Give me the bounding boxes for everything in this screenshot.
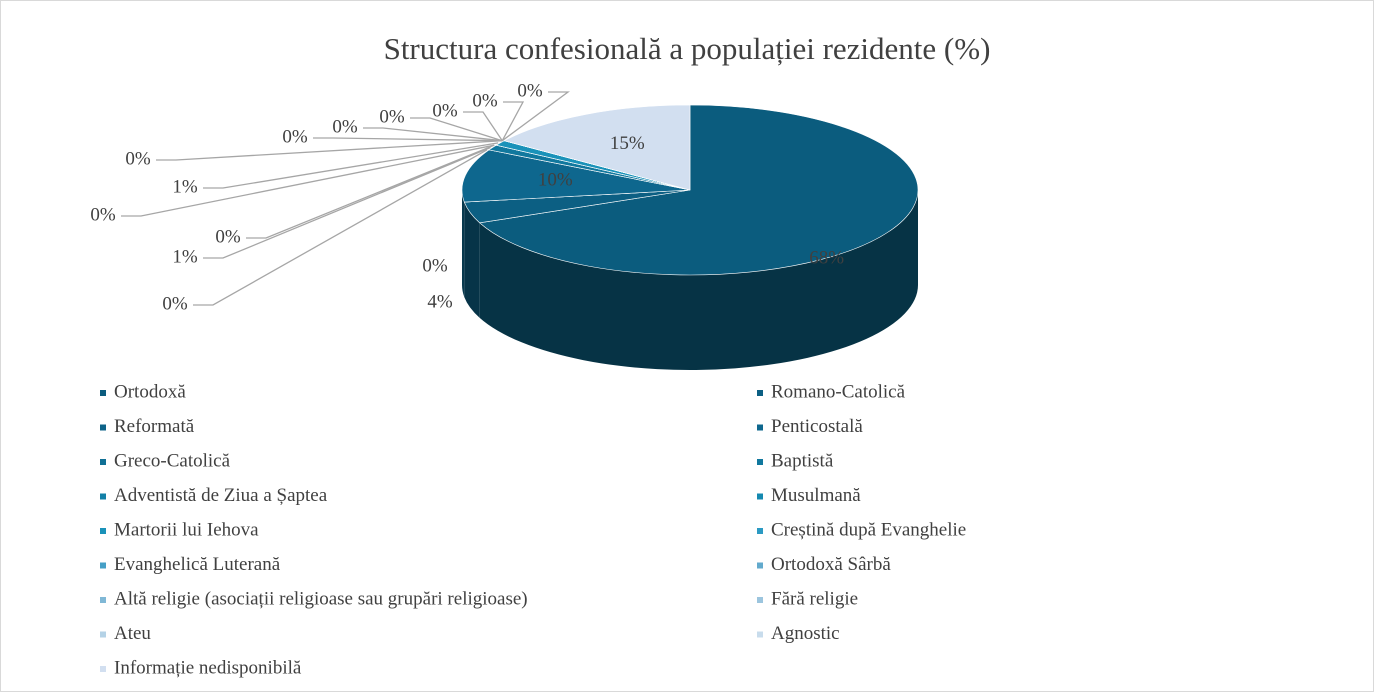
leader-line xyxy=(410,117,503,142)
legend-label: Baptistă xyxy=(771,450,834,471)
data-label: 0% xyxy=(517,80,543,101)
legend-marker xyxy=(757,390,763,396)
legend-label: Martorii lui Iehova xyxy=(114,519,259,540)
legend-marker xyxy=(757,562,763,569)
legend-marker xyxy=(100,390,106,396)
legend-marker xyxy=(100,424,106,431)
legend-marker xyxy=(757,493,763,500)
leader-line xyxy=(203,146,491,259)
slice xyxy=(479,104,919,276)
slice xyxy=(461,149,691,203)
legend-marker xyxy=(100,528,106,534)
leader-line xyxy=(501,91,570,142)
data-label: 0% xyxy=(90,204,116,225)
data-label: 0% xyxy=(282,126,308,147)
legend-marker xyxy=(100,562,106,569)
legend-marker xyxy=(757,528,763,534)
data-label: 0% xyxy=(472,90,498,111)
legend-label: Evanghelică Luterană xyxy=(114,554,281,575)
legend-label: Adventistă de Ziua a Șaptea xyxy=(114,485,328,506)
legend-label: Ateu xyxy=(114,623,151,644)
leader-line xyxy=(121,144,495,217)
legend-marker xyxy=(100,459,106,465)
legend-label: Ortodoxă Sârbă xyxy=(771,554,891,575)
data-label: 0% xyxy=(422,255,448,276)
legend-marker xyxy=(100,631,106,638)
data-label: 1% xyxy=(172,176,198,197)
legend-label: Reformată xyxy=(114,416,195,437)
legend-marker xyxy=(100,597,106,603)
leader-line xyxy=(313,137,503,142)
legend-label: Creștină după Evanghelie xyxy=(771,519,966,540)
legend-label: Fără religie xyxy=(771,588,858,609)
legend-marker xyxy=(100,493,106,500)
leader-line xyxy=(363,127,503,142)
legend-label: Greco-Catolică xyxy=(114,450,231,471)
legend-marker xyxy=(757,459,763,465)
slice-side xyxy=(479,190,918,370)
legend-label: Ortodoxă xyxy=(114,381,186,402)
slice-side xyxy=(464,202,480,318)
legend-label: Agnostic xyxy=(771,623,840,644)
leader-line xyxy=(193,149,488,306)
legend-label: Altă religie (asociații religioase sau g… xyxy=(114,588,528,609)
chart-title: Structura confesională a populației rezi… xyxy=(384,31,991,66)
legend-label: Romano-Catolică xyxy=(771,381,906,402)
leader-line xyxy=(203,142,499,189)
leader-line xyxy=(501,101,525,142)
data-label: 0% xyxy=(432,100,458,121)
legend-marker xyxy=(757,597,763,603)
leader-line xyxy=(463,111,503,142)
leader-line xyxy=(156,140,503,161)
slice xyxy=(503,104,691,191)
data-label: 0% xyxy=(162,293,188,314)
data-label: 4% xyxy=(427,291,453,312)
data-label: 0% xyxy=(125,148,151,169)
legend-marker xyxy=(757,631,763,638)
data-label: 0% xyxy=(332,116,358,137)
data-label: 15% xyxy=(610,133,645,154)
legend-label: Musulmană xyxy=(771,485,861,506)
data-label: 68% xyxy=(809,247,844,268)
legend-label: Informație nedisponibilă xyxy=(114,657,302,678)
slice-side xyxy=(462,190,465,298)
legend-marker xyxy=(100,666,106,672)
legend-label: Penticostală xyxy=(771,416,863,437)
legend-marker xyxy=(757,424,763,431)
data-label: 1% xyxy=(172,246,198,267)
data-label: 0% xyxy=(215,226,241,247)
data-label: 0% xyxy=(379,106,405,127)
data-label: 10% xyxy=(538,170,573,191)
leader-line xyxy=(246,144,495,239)
